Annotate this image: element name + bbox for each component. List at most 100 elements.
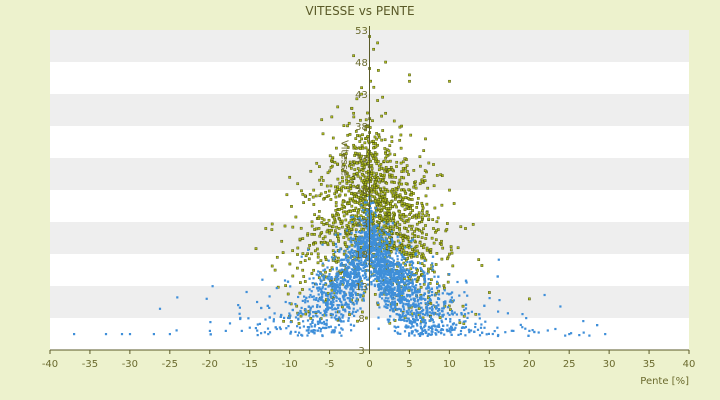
- scatter-point: [356, 265, 359, 268]
- scatter-point: [383, 242, 386, 245]
- scatter-point: [410, 190, 413, 194]
- scatter-point: [401, 256, 404, 259]
- scatter-point: [328, 229, 332, 232]
- scatter-point: [356, 300, 359, 303]
- scatter-point: [314, 227, 318, 231]
- scatter-point: [404, 253, 408, 256]
- scatter-point: [332, 301, 335, 304]
- scatter-point: [387, 209, 391, 213]
- scatter-point: [347, 180, 351, 183]
- scatter-point: [449, 292, 452, 295]
- scatter-point: [405, 227, 408, 230]
- scatter-point: [331, 281, 334, 284]
- scatter-point: [339, 276, 343, 279]
- scatter-point: [396, 275, 399, 279]
- scatter-point: [331, 241, 335, 245]
- scatter-point: [414, 274, 417, 277]
- scatter-point: [424, 331, 427, 334]
- scatter-point: [420, 331, 424, 334]
- scatter-point: [470, 329, 473, 332]
- scatter-point: [448, 273, 451, 276]
- scatter-point: [570, 332, 573, 335]
- scatter-point: [421, 313, 424, 316]
- scatter-point: [364, 274, 367, 277]
- scatter-point: [378, 242, 381, 245]
- scatter-point: [401, 266, 405, 269]
- scatter-point: [405, 164, 409, 167]
- scatter-point: [411, 238, 414, 241]
- scatter-point: [319, 282, 322, 285]
- scatter-point: [349, 166, 353, 170]
- scatter-point: [209, 321, 212, 324]
- scatter-point: [358, 216, 361, 219]
- scatter-point: [407, 300, 410, 303]
- scatter-point: [409, 313, 412, 316]
- scatter-point: [355, 297, 358, 300]
- scatter-point: [406, 273, 409, 276]
- scatter-point: [378, 247, 381, 250]
- scatter-point: [325, 319, 328, 322]
- scatter-point: [434, 332, 437, 335]
- scatter-point: [440, 319, 443, 322]
- scatter-point: [442, 313, 445, 316]
- scatter-point: [382, 281, 385, 284]
- scatter-point: [394, 302, 397, 305]
- scatter-point: [320, 221, 324, 224]
- scatter-point: [357, 154, 361, 158]
- scatter-point: [412, 303, 416, 306]
- scatter-point: [340, 327, 343, 330]
- scatter-point: [421, 329, 424, 332]
- scatter-point: [391, 300, 394, 303]
- scatter-point: [408, 79, 411, 83]
- scatter-point: [359, 307, 362, 310]
- scatter-point: [319, 330, 322, 333]
- scatter-point: [335, 266, 338, 269]
- scatter-point: [531, 329, 534, 332]
- scatter-point: [356, 262, 359, 265]
- scatter-point: [363, 263, 366, 266]
- scatter-point: [381, 243, 384, 246]
- scatter-point: [331, 304, 334, 307]
- scatter-point: [358, 272, 361, 275]
- scatter-point: [380, 245, 383, 248]
- scatter-point: [396, 236, 399, 239]
- scatter-point: [385, 154, 389, 158]
- scatter-point: [384, 239, 387, 242]
- scatter-point: [380, 235, 383, 238]
- scatter-point: [399, 315, 402, 318]
- scatter-point: [409, 295, 412, 298]
- scatter-point: [582, 320, 585, 323]
- scatter-point: [363, 246, 366, 249]
- scatter-point: [334, 201, 338, 204]
- scatter-point: [412, 302, 415, 305]
- scatter-point: [386, 266, 389, 269]
- scatter-point: [445, 228, 449, 231]
- scatter-point: [372, 85, 376, 89]
- scatter-point: [369, 252, 372, 255]
- scatter-point: [512, 329, 515, 332]
- scatter-point: [396, 288, 399, 291]
- scatter-point: [298, 331, 301, 334]
- scatter-point: [338, 283, 341, 286]
- scatter-point: [416, 311, 419, 314]
- scatter-point: [384, 281, 387, 284]
- scatter-point: [409, 267, 413, 271]
- scatter-point: [364, 253, 367, 256]
- scatter-point: [309, 169, 313, 173]
- scatter-point: [335, 272, 338, 275]
- scatter-point: [384, 273, 387, 276]
- scatter-point: [429, 315, 432, 319]
- scatter-point: [339, 233, 342, 236]
- x-tick-label: -20: [202, 359, 218, 370]
- scatter-point: [382, 254, 385, 257]
- scatter-point: [395, 249, 398, 252]
- scatter-point: [367, 210, 370, 213]
- scatter-point: [266, 304, 269, 307]
- scatter-point: [359, 231, 362, 235]
- scatter-point: [369, 215, 372, 218]
- scatter-point: [398, 318, 401, 321]
- scatter-point: [299, 281, 302, 284]
- scatter-point: [387, 255, 390, 258]
- scatter-point: [329, 302, 332, 305]
